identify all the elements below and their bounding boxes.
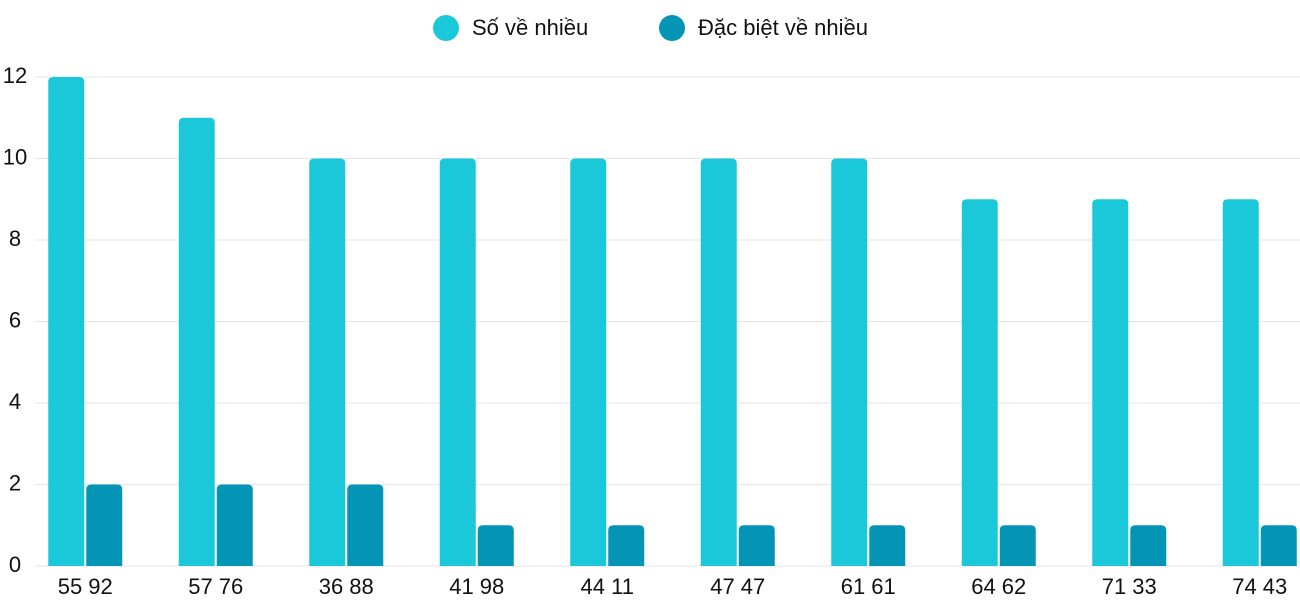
x-tick-label: 47 47 xyxy=(710,574,765,599)
y-tick-label: 8 xyxy=(9,226,21,251)
bar xyxy=(608,525,645,566)
bar xyxy=(1092,199,1129,566)
x-tick-label: 41 98 xyxy=(449,574,504,599)
bar xyxy=(570,158,607,566)
bar xyxy=(831,158,868,566)
y-tick-label: 0 xyxy=(9,552,21,577)
y-tick-label: 4 xyxy=(9,389,21,414)
bar xyxy=(309,158,346,566)
bar xyxy=(178,117,215,566)
x-tick-label: 44 11 xyxy=(581,574,634,599)
x-tick-label: 55 92 xyxy=(58,574,113,599)
y-tick-label: 2 xyxy=(9,470,21,495)
bar xyxy=(869,525,906,566)
bar xyxy=(1130,525,1167,566)
y-tick-label: 6 xyxy=(9,307,21,332)
x-tick-label: 36 88 xyxy=(319,574,374,599)
x-tick-label: 64 62 xyxy=(971,574,1026,599)
bar xyxy=(738,525,775,566)
bar xyxy=(700,158,737,566)
bar xyxy=(439,158,476,566)
bar xyxy=(216,484,253,566)
bar xyxy=(86,484,123,566)
legend-label: Đặc biệt về nhiều xyxy=(698,15,868,40)
legend-marker xyxy=(433,15,459,41)
legend-marker xyxy=(659,15,685,41)
x-tick-label: 71 33 xyxy=(1102,574,1157,599)
bar xyxy=(1222,199,1259,566)
bar xyxy=(477,525,514,566)
bar xyxy=(999,525,1036,566)
bar xyxy=(347,484,384,566)
y-tick-label: 10 xyxy=(3,144,27,169)
y-tick-label: 12 xyxy=(3,63,27,88)
x-tick-label: 57 76 xyxy=(188,574,243,599)
x-tick-label: 61 61 xyxy=(841,574,896,599)
x-tick-label: 74 43 xyxy=(1232,574,1287,599)
bar xyxy=(48,77,85,566)
bar xyxy=(961,199,998,566)
legend-label: Số về nhiều xyxy=(472,15,588,40)
bar xyxy=(1260,525,1297,566)
